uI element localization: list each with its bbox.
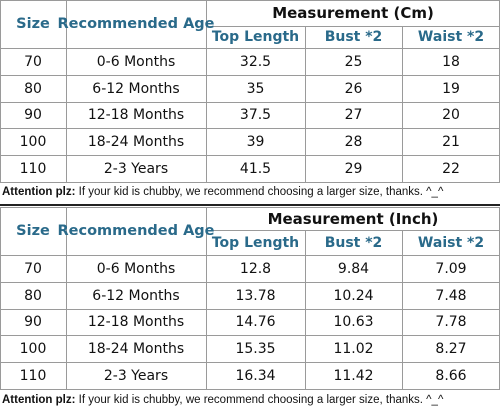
waist-cell: 7.48 bbox=[435, 287, 467, 304]
column-header-recommended-age: Recommended Age bbox=[57, 16, 215, 32]
bust-cell: 28 bbox=[344, 133, 363, 150]
top-length-cell: 14.76 bbox=[235, 314, 276, 330]
waist-cell: 18 bbox=[442, 53, 460, 70]
size-cell: 70 bbox=[24, 53, 42, 70]
attention-text: If your kid is chubby, we recommend choo… bbox=[75, 186, 444, 198]
waist-cell: 20 bbox=[442, 107, 460, 123]
size-cell: 100 bbox=[19, 133, 47, 150]
top-length-cell: 13.78 bbox=[235, 287, 276, 304]
bust-cell: 26 bbox=[344, 80, 363, 97]
size-table-inch: Size Recommended Age Measurement (Inch) … bbox=[0, 207, 500, 391]
size-cell: 110 bbox=[19, 160, 47, 177]
measurement-header: Measurement (Inch) bbox=[267, 209, 439, 228]
top-length-cell: 39 bbox=[246, 133, 265, 150]
size-table-cm: Size Recommended Age Measurement (Cm) To… bbox=[0, 0, 500, 184]
measurement-header: Measurement (Cm) bbox=[272, 4, 434, 22]
top-length-cell: 12.8 bbox=[239, 260, 272, 277]
age-cell: 2-3 Years bbox=[103, 160, 169, 177]
bust-cell: 10.24 bbox=[333, 287, 374, 304]
size-cell: 100 bbox=[19, 340, 47, 357]
age-cell: 0-6 Months bbox=[96, 53, 176, 70]
bust-cell: 25 bbox=[344, 53, 363, 70]
waist-cell: 8.66 bbox=[435, 367, 467, 384]
age-cell: 18-24 Months bbox=[87, 133, 185, 150]
waist-cell: 22 bbox=[442, 160, 460, 177]
attention-label: Attention plz: bbox=[2, 186, 76, 198]
size-cell: 90 bbox=[24, 314, 42, 330]
age-cell: 6-12 Months bbox=[92, 287, 180, 304]
column-header-size: Size bbox=[16, 223, 50, 239]
bust-cell: 11.42 bbox=[333, 367, 374, 384]
bust-cell: 29 bbox=[344, 160, 363, 177]
size-cell: 80 bbox=[24, 287, 42, 304]
top-length-cell: 16.34 bbox=[235, 367, 276, 384]
top-length-cell: 32.5 bbox=[239, 53, 272, 70]
waist-cell: 7.09 bbox=[435, 260, 467, 277]
top-length-cell: 41.5 bbox=[239, 160, 272, 177]
column-header-size: Size bbox=[16, 16, 50, 32]
size-cell: 70 bbox=[24, 260, 42, 277]
waist-cell: 7.78 bbox=[435, 314, 467, 330]
attention-label: Attention plz: bbox=[2, 394, 76, 406]
column-header-top-length: Top Length bbox=[211, 234, 300, 251]
column-header-bust: Bust *2 bbox=[324, 234, 383, 251]
table-grid-lines bbox=[0, 207, 500, 390]
bust-cell: 10.63 bbox=[333, 314, 374, 330]
attention-text: If your kid is chubby, we recommend choo… bbox=[75, 394, 444, 406]
bust-cell: 9.84 bbox=[337, 260, 370, 277]
age-cell: 6-12 Months bbox=[92, 80, 180, 97]
column-header-waist: Waist *2 bbox=[417, 29, 485, 45]
age-cell: 12-18 Months bbox=[87, 107, 185, 123]
waist-cell: 21 bbox=[442, 133, 460, 150]
age-cell: 0-6 Months bbox=[96, 260, 176, 277]
section-divider bbox=[0, 204, 500, 206]
age-cell: 12-18 Months bbox=[87, 314, 185, 330]
top-length-cell: 35 bbox=[246, 80, 265, 97]
age-cell: 18-24 Months bbox=[87, 340, 185, 357]
bust-cell: 27 bbox=[344, 107, 363, 123]
top-length-cell: 37.5 bbox=[239, 107, 272, 123]
top-length-cell: 15.35 bbox=[235, 340, 276, 357]
bust-cell: 11.02 bbox=[333, 340, 374, 357]
attention-note: Attention plz: If your kid is chubby, we… bbox=[2, 394, 443, 406]
size-cell: 90 bbox=[24, 107, 42, 123]
size-cell: 110 bbox=[19, 367, 47, 384]
waist-cell: 19 bbox=[442, 80, 460, 97]
column-header-waist: Waist *2 bbox=[417, 234, 485, 251]
column-header-top-length: Top Length bbox=[211, 29, 300, 45]
waist-cell: 8.27 bbox=[435, 340, 467, 357]
attention-note: Attention plz: If your kid is chubby, we… bbox=[2, 186, 443, 198]
column-header-bust: Bust *2 bbox=[324, 29, 383, 45]
size-cell: 80 bbox=[24, 80, 42, 97]
age-cell: 2-3 Years bbox=[103, 367, 169, 384]
column-header-recommended-age: Recommended Age bbox=[57, 223, 215, 239]
